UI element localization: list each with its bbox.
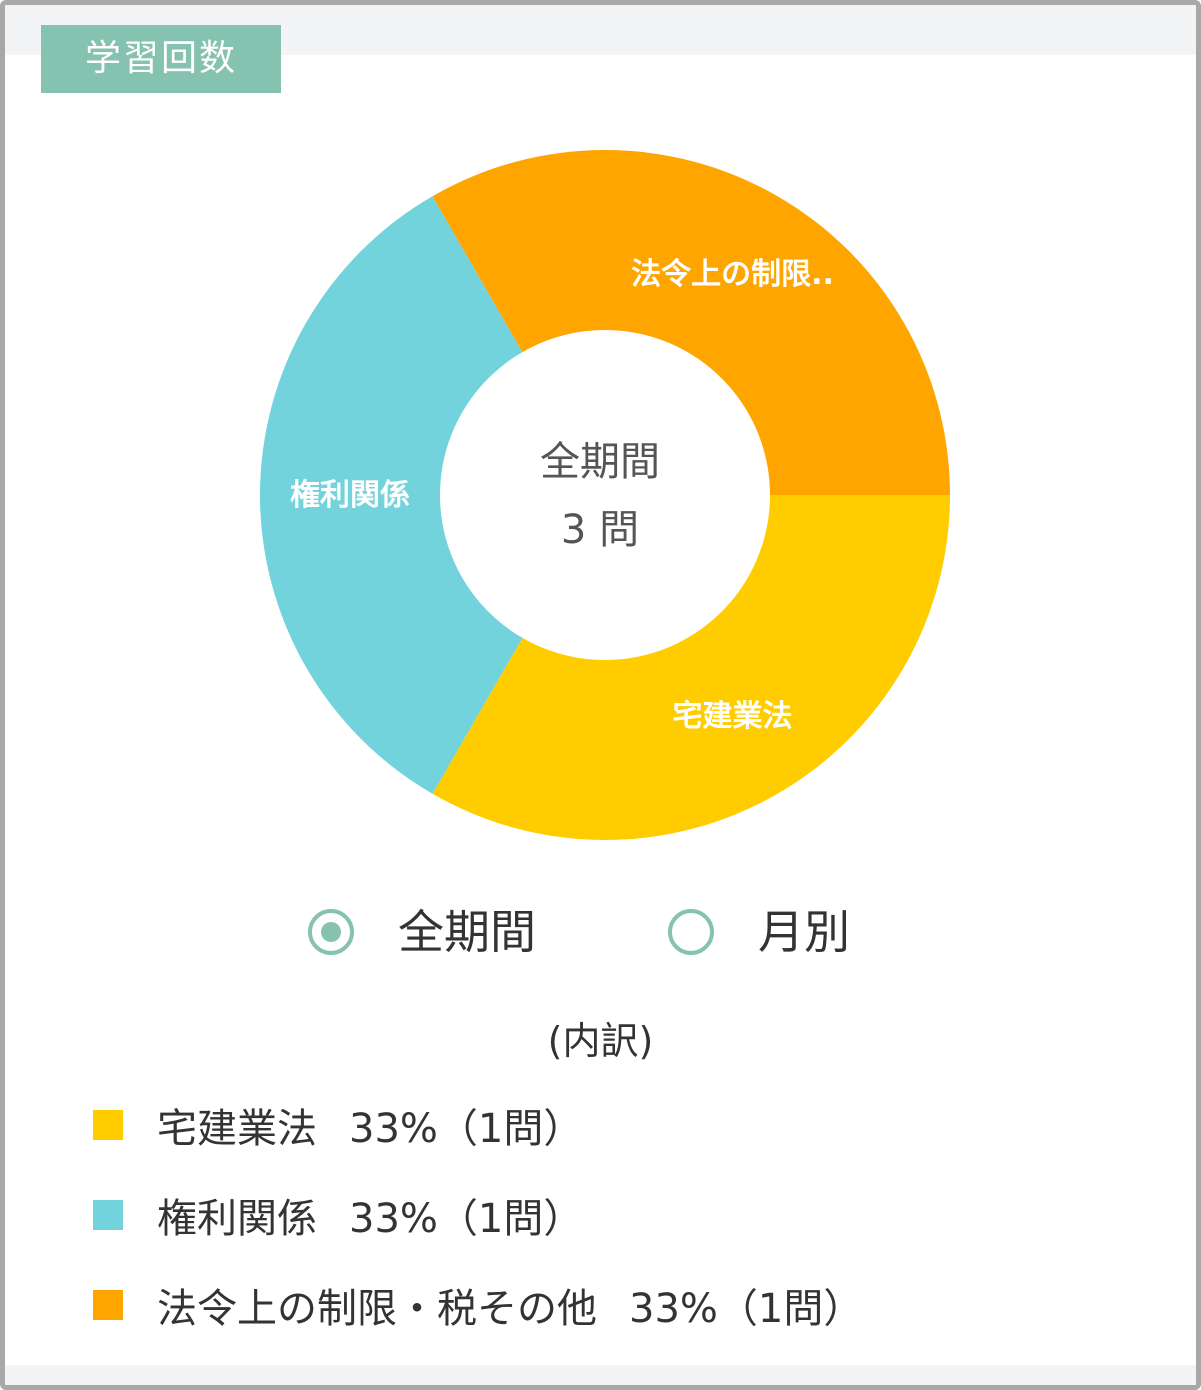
legend-value: 33%（1問） — [629, 1286, 864, 1332]
breakdown-title: (内訳) — [547, 1019, 654, 1063]
legend-name: 権利関係 — [157, 1196, 317, 1242]
donut-slice-label-0: 宅建業法 — [673, 699, 793, 734]
donut-slice-label-1: 権利関係 — [290, 478, 410, 513]
period-toggle: 全期間 月別 — [5, 897, 1196, 967]
radio-all-period-indicator[interactable] — [308, 909, 354, 955]
radio-all-period-label: 全期間 — [398, 905, 536, 959]
radio-all-period[interactable]: 全期間 — [308, 897, 536, 967]
donut-chart: 宅建業法 権利関係 法令上の制限.. 全期間 3 問 — [260, 150, 950, 840]
radio-monthly[interactable]: 月別 — [668, 897, 850, 967]
donut-center-count: 3 問 — [561, 507, 639, 553]
card-bottom-strip — [5, 1365, 1196, 1385]
legend-swatch — [93, 1110, 123, 1140]
legend-value: 33%（1問） — [349, 1196, 584, 1242]
legend-swatch — [93, 1200, 123, 1230]
legend-name: 法令上の制限・税その他 — [157, 1286, 597, 1332]
donut-slice-2 — [432, 150, 950, 495]
legend-swatch — [93, 1290, 123, 1320]
donut-slice-0 — [432, 495, 950, 840]
legend-value: 33%（1問） — [349, 1106, 584, 1152]
donut-slice-label-2: 法令上の制限.. — [631, 257, 834, 292]
legend-item: 法令上の制限・税その他 33%（1問） — [93, 1260, 863, 1350]
donut-center-period: 全期間 — [540, 439, 660, 485]
card-title: 学習回数 — [84, 38, 237, 79]
legend-item: 権利関係 33%（1問） — [93, 1170, 863, 1260]
legend-item: 宅建業法 33%（1問） — [93, 1080, 863, 1170]
radio-monthly-label: 月別 — [758, 905, 850, 959]
card-title-tab: 学習回数 — [41, 25, 281, 93]
radio-monthly-indicator[interactable] — [668, 909, 714, 955]
legend-name: 宅建業法 — [157, 1106, 317, 1152]
donut-slice-1 — [260, 196, 523, 794]
breakdown-legend: 宅建業法 33%（1問） 権利関係 33%（1問） 法令上の制限・税その他 33… — [93, 1080, 863, 1350]
